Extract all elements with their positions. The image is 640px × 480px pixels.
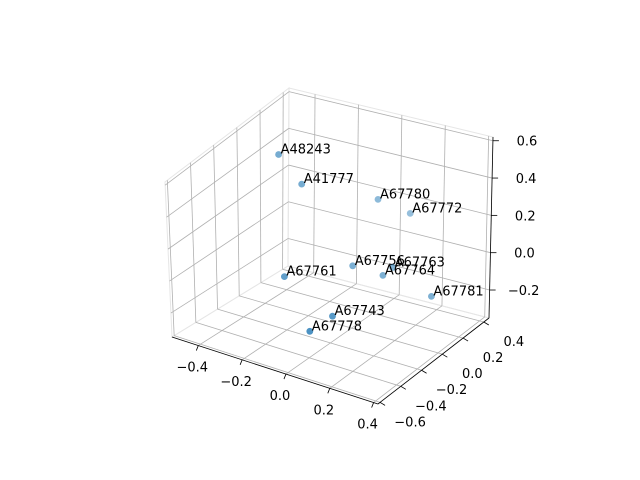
y-grid-floor: [217, 308, 422, 371]
data-point: [379, 272, 387, 279]
point-label: A67763: [395, 256, 445, 271]
data-point: [406, 210, 414, 217]
x-grid-floor: [373, 316, 485, 403]
x-tick: [195, 345, 199, 351]
z-grid-left: [169, 201, 289, 282]
y-grid-left: [236, 127, 240, 296]
z-tick-label: 0.4: [516, 172, 537, 187]
z-grid-left: [167, 164, 289, 250]
z-grid-left: [170, 238, 289, 314]
point-label: A67743: [335, 304, 385, 319]
x-tick: [239, 359, 243, 365]
y-tick-label: −0.4: [415, 399, 447, 414]
x-tick-label: 0.0: [270, 389, 291, 404]
y-tick: [462, 337, 469, 342]
data-point: [298, 180, 306, 188]
x-grid-floor: [285, 294, 400, 375]
z-tick-label: −0.2: [508, 284, 540, 299]
y-axis-line: [377, 317, 490, 405]
x-grid-back: [441, 125, 446, 306]
y-tick-label: 0.0: [462, 367, 483, 382]
x-grid-back: [356, 104, 359, 284]
z-grid-back: [288, 238, 490, 291]
y-grid-floor: [260, 282, 464, 339]
x-grid-back: [484, 135, 490, 317]
z-tick-label: 0.0: [514, 247, 535, 262]
x-tick: [283, 373, 287, 380]
y-tick-label: 0.2: [483, 351, 504, 366]
z-grid-left: [164, 91, 290, 186]
point-label: A67778: [312, 319, 362, 334]
y-grid-floor: [195, 322, 401, 387]
x-tick-label: −0.2: [220, 375, 252, 390]
y-tick-label: −0.2: [436, 383, 468, 398]
x-grid-floor: [329, 305, 443, 389]
z-grid-left: [166, 128, 290, 218]
z-grid-back: [288, 201, 491, 254]
x-tick-label: −0.4: [177, 361, 209, 376]
data-point: [329, 312, 336, 320]
z-tick-label: 0.6: [517, 135, 538, 150]
y-grid-left: [282, 92, 284, 270]
x-tick-label: 0.4: [357, 418, 378, 433]
x-grid-floor: [241, 283, 357, 361]
z-grid-back: [288, 91, 494, 142]
data-point: [374, 196, 382, 203]
y-grid-left: [190, 162, 197, 323]
x-tick: [327, 388, 331, 394]
y-grid-left: [166, 180, 175, 336]
data-point: [349, 262, 357, 270]
point-label: A67772: [412, 201, 462, 216]
point-label: A41777: [304, 172, 354, 187]
z-axis-line: [488, 136, 494, 319]
y-tick-label: −0.6: [394, 415, 426, 430]
y-tick: [379, 402, 386, 406]
data-point: [281, 273, 288, 280]
x-tick: [371, 402, 374, 408]
y-tick: [483, 321, 490, 326]
data-points: A48243A41777A67780A67772A67756A67763A677…: [275, 143, 484, 335]
point-label: A67761: [286, 265, 336, 280]
axis-ticks: −0.4−0.20.00.20.4 −0.6−0.4−0.20.00.20.4−0…: [177, 135, 540, 433]
x-axis-line: [171, 336, 379, 405]
y-tick: [421, 369, 427, 374]
point-label: A67781: [433, 284, 483, 299]
y-grid-floor: [174, 335, 381, 403]
y-grid-left: [259, 109, 262, 283]
z-tick-label: 0.2: [515, 209, 536, 224]
y-grid-floor: [239, 295, 443, 355]
x-grid-back: [398, 115, 403, 295]
x-grid-floor: [198, 272, 314, 346]
z-grid-back: [288, 164, 492, 216]
data-point: [428, 293, 435, 300]
grid-lines: [164, 91, 494, 403]
axis-lines: [171, 136, 494, 405]
y-grid-floor: [282, 268, 484, 323]
point-label: A67780: [380, 187, 430, 202]
point-label: A48243: [281, 143, 331, 158]
x-tick-label: 0.2: [313, 403, 334, 418]
y-tick: [442, 353, 448, 358]
data-point: [275, 151, 282, 158]
y-tick-label: 0.4: [503, 335, 524, 350]
y-grid-left: [213, 145, 218, 310]
data-point: [306, 327, 314, 335]
data-point: [389, 264, 397, 271]
point-label: A67764: [385, 263, 435, 278]
axis-panes: [164, 86, 494, 405]
x-grid-back: [313, 94, 316, 273]
y-tick: [400, 385, 407, 390]
z-grid-back: [288, 127, 493, 179]
